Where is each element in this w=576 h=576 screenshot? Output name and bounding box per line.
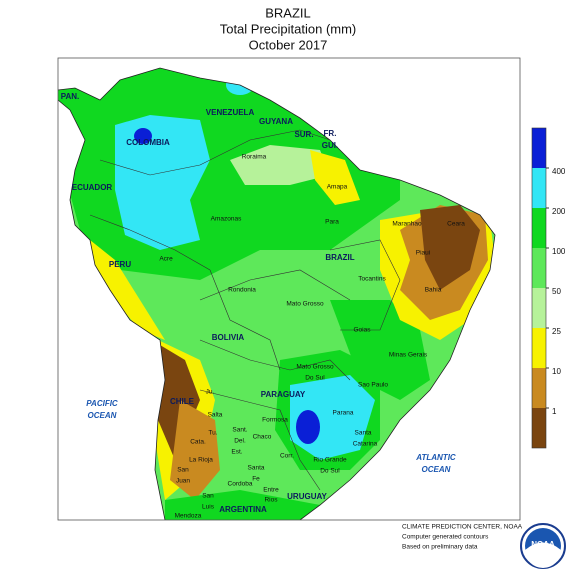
map-label: Luis [202,504,215,511]
legend-swatch [532,328,546,368]
map-label: Salta [208,412,223,419]
legend-tick-label: 200 [552,207,566,216]
map-label: Sant. [232,427,247,434]
map-label: Sao Paulo [358,382,388,389]
noaa-logo [520,523,566,569]
footer-line: Computer generated contours [402,534,489,541]
legend-swatch [532,128,546,168]
map-label: Tu. [208,430,217,437]
legend-tick-label: 50 [552,287,561,296]
map-label: PACIFIC [86,399,118,408]
logo-text: NOAA [531,540,555,549]
map-label: Catarina [353,441,378,448]
map-label: Corr. [280,453,294,460]
map-label: San [177,467,189,474]
map-label: BOLIVIA [212,333,245,342]
map-label: Amazonas [211,216,242,223]
map-label: Parana [333,410,354,417]
map-label: Cordoba [228,481,253,488]
map-label: Amapa [327,184,348,191]
map-label: Mendoza [175,513,202,520]
map-label: Est. [231,449,242,456]
footer-line: Based on preliminary data [402,544,478,551]
map-label: Chaco [253,434,272,441]
map-label: Acre [159,256,173,263]
legend-tick-label: 100 [552,247,566,256]
legend-tick-label: 10 [552,367,561,376]
map-label: Formosa [262,417,288,424]
map-label: VENEZUELA [206,108,255,117]
map-label: PERU [109,260,131,269]
map-label: La Rioja [189,457,213,464]
map-label: Mato Grosso [296,364,334,371]
map-label: Minas Gerais [389,352,428,359]
title-line: Total Precipitation (mm) [220,21,357,36]
map-label: Juan [176,478,190,485]
map-label: Bahia [425,287,442,294]
map-frame [57,57,521,521]
legend-swatch [532,168,546,208]
map-label: URUGUAY [287,492,327,501]
map-label: Maranhao [392,221,422,228]
map-label: FR. [324,129,337,138]
map-label: BRAZIL [325,253,354,262]
map-label: Piaui [416,250,430,257]
map-label: PAN. [61,92,80,101]
map-label: Rondonia [228,287,256,294]
legend-swatch [532,408,546,448]
map-label: Santa [248,465,265,472]
footer-line: CLIMATE PREDICTION CENTER, NOAA [402,524,523,531]
map-label: Ju. [206,389,215,396]
map-label: ECUADOR [72,183,113,192]
map-label: CHILE [170,397,195,406]
map-label: OCEAN [422,465,451,474]
legend-swatch [532,248,546,288]
map-label: Santa [355,430,372,437]
map-label: Para [325,219,339,226]
legend-swatch [532,368,546,408]
map-label: OCEAN [88,411,117,420]
legend-tick-label: 1 [552,407,557,416]
map-label: Entre [263,487,279,494]
map-label: Do Sul [320,468,340,475]
map-label: PARAGUAY [261,390,306,399]
map-label: Rios [264,497,278,504]
map-label: GUI. [322,141,338,150]
map-label: Mato Grosso [286,301,324,308]
legend-tick-label: 25 [552,327,561,336]
map-label: Del. [234,438,246,445]
map-label: Rio Grande [313,457,347,464]
title-line: October 2017 [249,37,328,52]
map-label: SUR. [294,130,313,139]
legend-swatch [532,208,546,248]
map-label: San [202,493,214,500]
map-label: Ceara [447,221,465,228]
map [58,67,496,520]
map-label: Fe [252,476,260,483]
map-label: Do Sul [305,375,325,382]
map-label: COLOMBIA [126,138,170,147]
map-label: ARGENTINA [219,505,267,514]
map-label: Cata. [190,439,206,446]
map-label: ATLANTIC [415,453,456,462]
map-label: Roraima [242,154,267,161]
legend-swatch [532,288,546,328]
map-label: Tocantins [358,276,386,283]
legend-tick-label: 400 [552,167,566,176]
title-line: BRAZIL [265,5,311,20]
map-label: GUYANA [259,117,293,126]
map-label: Goias [354,327,372,334]
